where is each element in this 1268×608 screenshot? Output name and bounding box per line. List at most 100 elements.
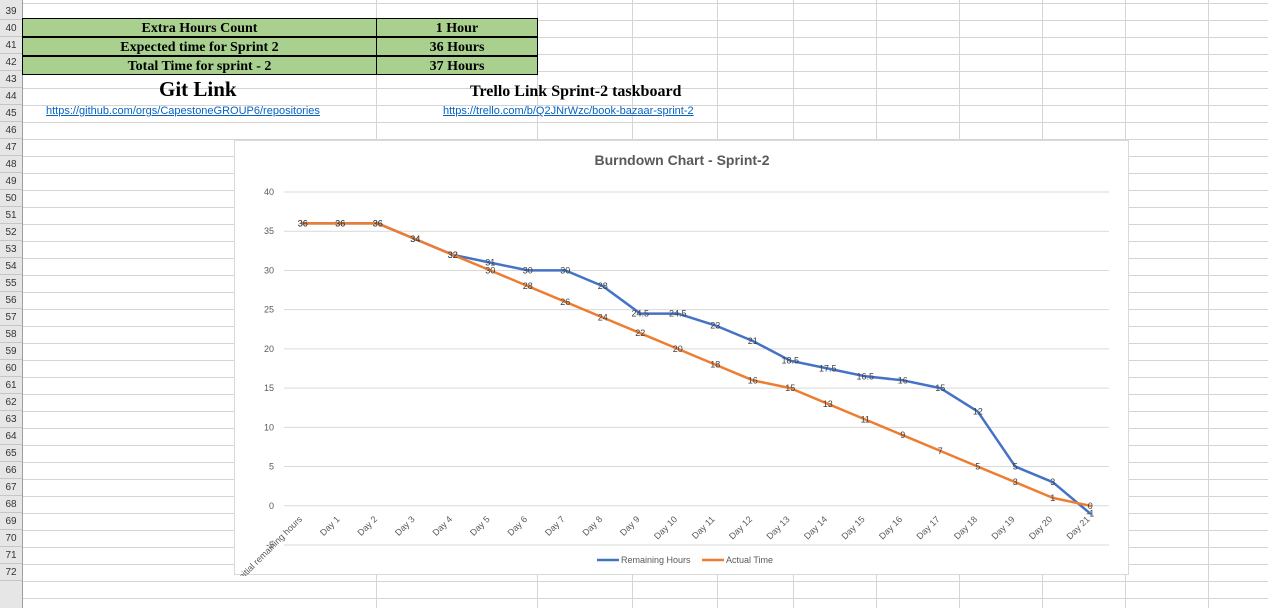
data-label: 11 (861, 414, 870, 424)
total-time-value[interactable]: 37 Hours (376, 56, 538, 75)
data-label: 5 (975, 462, 980, 472)
row-header-39[interactable]: 39 (0, 3, 22, 20)
data-label: -1 (1086, 509, 1094, 519)
x-tick-label: Day 3 (393, 514, 417, 538)
data-label: 36 (335, 218, 345, 228)
row-header-50[interactable]: 50 (0, 190, 22, 207)
chart-legend[interactable]: Remaining Hours Actual Time (597, 555, 773, 565)
row-header-59[interactable]: 59 (0, 343, 22, 360)
row-header-66[interactable]: 66 (0, 462, 22, 479)
data-label: 36 (298, 218, 308, 228)
expected-time-label[interactable]: Expected time for Sprint 2 (22, 37, 377, 56)
burndown-chart[interactable]: Burndown Chart - Sprint-2 -5 0 5 10 15 20 25 30… (234, 140, 1129, 576)
row-header-54[interactable]: 54 (0, 258, 22, 275)
data-label: 30 (523, 265, 533, 275)
row-header-60[interactable]: 60 (0, 360, 22, 377)
x-tick-label: Day 17 (914, 514, 941, 541)
row-header-46[interactable]: 46 (0, 122, 22, 139)
row-header-57[interactable]: 57 (0, 309, 22, 326)
row-header-62[interactable]: 62 (0, 394, 22, 411)
data-label: 36 (298, 218, 308, 228)
row-header-61[interactable]: 61 (0, 377, 22, 394)
x-tick-label: Day 18 (952, 514, 979, 541)
data-label: 7 (938, 446, 943, 456)
data-label: 28 (598, 281, 608, 291)
row-header-72[interactable]: 72 (0, 564, 22, 581)
legend-entry[interactable]: Remaining Hours (621, 555, 691, 565)
data-label: 13 (823, 399, 833, 409)
y-tick-label: 15 (264, 383, 274, 393)
row-header-63[interactable]: 63 (0, 411, 22, 428)
trello-link[interactable]: https://trello.com/b/Q2JNrWzc/book-bazaa… (443, 105, 694, 117)
x-tick-label: Day 1 (318, 514, 342, 538)
x-tick-label: Day 13 (764, 514, 791, 541)
row-header-40[interactable]: 40 (0, 20, 22, 37)
data-label: 16.5 (856, 371, 874, 381)
data-label: 12 (973, 407, 983, 417)
row-header-64[interactable]: 64 (0, 428, 22, 445)
data-label: 17.5 (819, 364, 837, 374)
x-tick-label: Day 7 (543, 514, 567, 538)
row-header-67[interactable]: 67 (0, 479, 22, 496)
x-tick-label: Day 8 (580, 514, 604, 538)
x-tick-label: Day 11 (690, 514, 717, 541)
row-header-42[interactable]: 42 (0, 54, 22, 71)
row-header-58[interactable]: 58 (0, 326, 22, 343)
data-label: 1 (1050, 493, 1055, 503)
x-tick-label: Day 2 (355, 514, 379, 538)
row-header-41[interactable]: 41 (0, 37, 22, 54)
chart-title: Burndown Chart - Sprint-2 (595, 152, 770, 168)
data-label: 30 (560, 265, 570, 275)
data-label: 31 (485, 258, 495, 268)
x-tick-label: Day 20 (1027, 514, 1054, 541)
extra-hours-value[interactable]: 1 Hour (376, 18, 538, 37)
row-header-71[interactable]: 71 (0, 547, 22, 564)
data-label: 36 (335, 218, 345, 228)
y-tick-label: 30 (264, 265, 274, 275)
row-header-56[interactable]: 56 (0, 292, 22, 309)
row-header-45[interactable]: 45 (0, 105, 22, 122)
row-header-68[interactable]: 68 (0, 496, 22, 513)
y-tick-label: 25 (264, 305, 274, 315)
git-link[interactable]: https://github.com/orgs/CapestoneGROUP6/… (46, 105, 320, 117)
y-tick-label: 0 (269, 501, 274, 511)
data-label: 9 (900, 430, 905, 440)
row-header-47[interactable]: 47 (0, 139, 22, 156)
row-headers[interactable]: 39 40 41 42 43 44 45 46 47 48 49 50 51 52 53 54 55 56 57 58… (0, 0, 23, 608)
data-label: 18.5 (781, 356, 799, 366)
y-tick-label: 20 (264, 344, 274, 354)
extra-hours-label[interactable]: Extra Hours Count (22, 18, 377, 37)
legend-entry[interactable]: Actual Time (726, 555, 773, 565)
row-header-48[interactable]: 48 (0, 156, 22, 173)
data-label: 21 (748, 336, 758, 346)
y-tick-label: 35 (264, 226, 274, 236)
row-header-49[interactable]: 49 (0, 173, 22, 190)
row-header-44[interactable]: 44 (0, 88, 22, 105)
expected-time-value[interactable]: 36 Hours (376, 37, 538, 56)
series-line-actual-time (301, 222, 1092, 508)
row-header-55[interactable]: 55 (0, 275, 22, 292)
row-header-69[interactable]: 69 (0, 513, 22, 530)
data-label: 5 (1013, 462, 1018, 472)
row-header-51[interactable]: 51 (0, 207, 22, 224)
row-header-53[interactable]: 53 (0, 241, 22, 258)
row-header-65[interactable]: 65 (0, 445, 22, 462)
data-label: 28 (523, 281, 533, 291)
data-label: 36 (373, 218, 383, 228)
x-tick-label: Day 15 (839, 514, 866, 541)
row-header-52[interactable]: 52 (0, 224, 22, 241)
data-label: 18 (710, 360, 720, 370)
x-tick-label: Day 10 (652, 514, 679, 541)
y-tick-label: 40 (264, 187, 274, 197)
total-time-label[interactable]: Total Time for sprint - 2 (22, 56, 377, 75)
data-label: 23 (710, 320, 720, 330)
data-label: 3 (1013, 477, 1018, 487)
data-label: 32 (448, 250, 458, 260)
row-header-43[interactable]: 43 (0, 71, 22, 88)
data-label: 16 (898, 375, 908, 385)
y-tick-label: -5 (266, 540, 274, 550)
series-line-remaining-hours (301, 222, 1092, 515)
data-label: 36 (373, 218, 383, 228)
row-header-70[interactable]: 70 (0, 530, 22, 547)
